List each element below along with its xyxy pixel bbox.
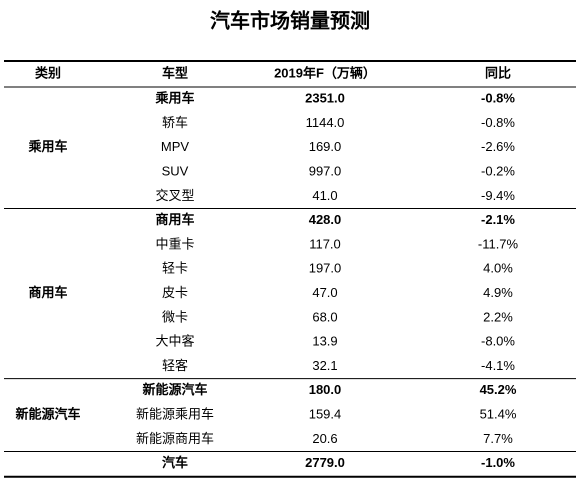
category-cell: 新能源汽车 <box>15 406 80 421</box>
yoy-cell: -2.6% <box>481 139 515 154</box>
model-cell: 轻客 <box>162 358 188 373</box>
title: 汽车市场销量预测 <box>210 8 370 32</box>
yoy-cell: 45.2% <box>480 382 517 397</box>
total-cell: 汽车 <box>162 455 188 470</box>
yoy-cell: -4.1% <box>481 358 515 373</box>
header-cell: 2019年F（万辆） <box>274 65 376 80</box>
sales-cell: 13.9 <box>312 334 337 349</box>
yoy-cell: -9.4% <box>481 188 515 203</box>
model-cell: 新能源汽车 <box>142 382 207 397</box>
model-cell: 新能源商用车 <box>136 431 214 446</box>
yoy-cell: -0.2% <box>481 163 515 178</box>
yoy-cell: -2.1% <box>481 212 515 227</box>
yoy-cell: -0.8% <box>481 115 515 130</box>
sales-cell: 47.0 <box>312 285 337 300</box>
sales-cell: 197.0 <box>309 261 342 276</box>
sales-cell: 428.0 <box>309 212 342 227</box>
sales-cell: 159.4 <box>309 406 342 421</box>
model-cell: 商用车 <box>155 212 194 227</box>
sales-cell: 2351.0 <box>305 91 345 106</box>
yoy-cell: -11.7% <box>478 236 519 251</box>
category-cell: 商用车 <box>28 285 67 300</box>
model-cell: 中重卡 <box>155 236 194 251</box>
header-cell: 车型 <box>162 65 188 80</box>
sales-cell: 997.0 <box>309 163 342 178</box>
model-cell: 皮卡 <box>162 285 188 300</box>
header-cell: 类别 <box>35 65 61 80</box>
yoy-cell: 7.7% <box>483 431 513 446</box>
model-cell: 微卡 <box>162 309 188 324</box>
yoy-cell: 2.2% <box>483 309 513 324</box>
model-cell: 乘用车 <box>154 91 194 106</box>
yoy-cell: -8.0% <box>481 334 515 349</box>
yoy-cell: 4.9% <box>483 285 513 300</box>
sales-cell: 20.6 <box>312 431 337 446</box>
sales-cell: 41.0 <box>312 188 337 203</box>
model-cell: MPV <box>161 139 190 154</box>
sales-cell: 180.0 <box>309 382 342 397</box>
model-cell: 轻卡 <box>162 261 188 276</box>
sales-cell: 32.1 <box>312 358 337 373</box>
sales-cell: 117.0 <box>309 236 341 251</box>
model-cell: SUV <box>162 163 189 178</box>
yoy-cell: 4.0% <box>483 261 513 276</box>
header-cell: 同比 <box>485 65 511 80</box>
total-cell: 2779.0 <box>305 455 345 470</box>
total-cell: -1.0% <box>481 455 515 470</box>
yoy-cell: 51.4% <box>480 406 517 421</box>
model-cell: 轿车 <box>162 115 188 130</box>
model-cell: 新能源乘用车 <box>136 406 214 421</box>
model-cell: 交叉型 <box>155 188 194 203</box>
yoy-cell: -0.8% <box>481 91 515 106</box>
sales-cell: 169.0 <box>309 139 342 154</box>
category-cell: 乘用车 <box>27 139 67 154</box>
model-cell: 大中客 <box>155 334 194 349</box>
sales-cell: 1144.0 <box>306 115 345 130</box>
sales-cell: 68.0 <box>312 309 337 324</box>
